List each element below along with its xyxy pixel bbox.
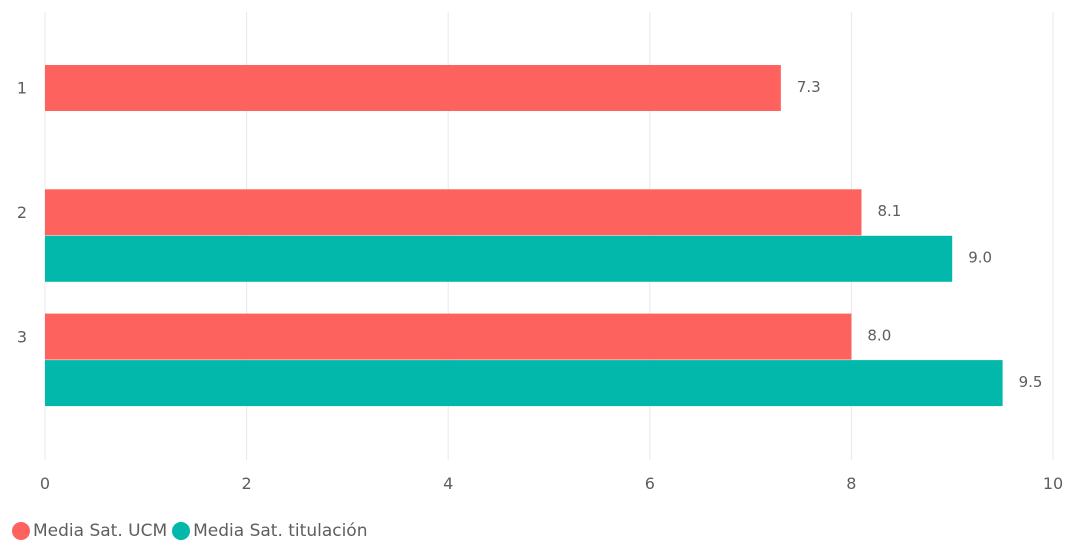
bar-titulacion xyxy=(45,360,1003,407)
x-tick-label: 2 xyxy=(242,474,252,493)
y-category-label: 3 xyxy=(17,327,27,346)
bar-ucm xyxy=(45,65,781,111)
y-category-label: 2 xyxy=(17,203,27,222)
y-category-label: 1 xyxy=(17,79,27,98)
legend-item-titulacion: Media Sat. titulación xyxy=(172,521,367,541)
data-label: 8.0 xyxy=(867,326,891,344)
x-tick-label: 4 xyxy=(443,474,453,493)
data-label: 8.1 xyxy=(877,202,901,220)
data-label: 9.5 xyxy=(1019,373,1043,391)
legend-swatch-titulacion xyxy=(172,522,191,540)
legend-label-titulacion: Media Sat. titulación xyxy=(193,521,368,541)
legend: Media Sat. UCM Media Sat. titulación xyxy=(12,521,372,541)
x-tick-label: 8 xyxy=(846,474,856,493)
legend-swatch-ucm xyxy=(12,522,30,540)
x-tick-label: 10 xyxy=(1043,474,1063,493)
bar-ucm xyxy=(45,189,862,236)
bar-titulacion xyxy=(45,235,953,282)
x-tick-label: 6 xyxy=(645,474,655,493)
legend-item-ucm: Media Sat. UCM xyxy=(12,521,167,541)
data-label: 9.0 xyxy=(968,249,992,267)
x-tick-label: 0 xyxy=(40,474,50,493)
data-label: 7.3 xyxy=(797,78,821,96)
bar-ucm xyxy=(45,313,852,360)
legend-label-ucm: Media Sat. UCM xyxy=(33,521,168,541)
